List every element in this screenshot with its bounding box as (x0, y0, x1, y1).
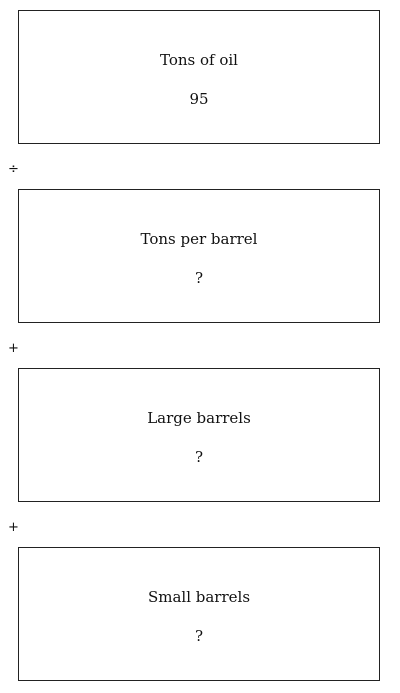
small-barrels-box: Small barrels ? (18, 547, 380, 681)
large-barrels-box: Large barrels ? (18, 368, 380, 502)
box-label: Small barrels (147, 588, 251, 606)
box-label: Large barrels (147, 409, 251, 427)
box-value: ? (194, 269, 204, 287)
plus-operator: + (8, 520, 19, 535)
tons-of-oil-box: Tons of oil 95 (18, 10, 380, 144)
box-value: 95 (189, 90, 209, 108)
box-value: ? (194, 627, 204, 645)
box-value: ? (194, 448, 204, 466)
tons-per-barrel-box: Tons per barrel ? (18, 189, 380, 323)
divide-operator: ÷ (8, 162, 19, 177)
plus-operator: + (8, 341, 19, 356)
box-label: Tons per barrel (140, 230, 258, 248)
box-label: Tons of oil (160, 51, 238, 69)
